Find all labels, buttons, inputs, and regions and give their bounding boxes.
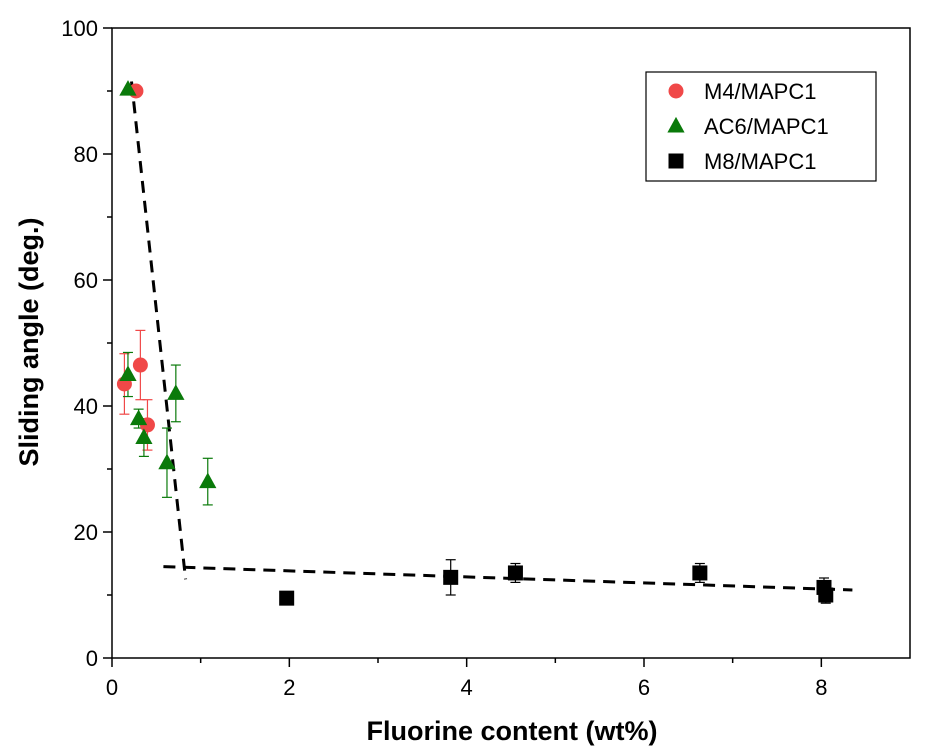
x-tick-label: 4 [461,675,473,700]
legend-entry-label: AC6/MAPC1 [704,114,829,139]
y-tick-label: 40 [74,394,98,419]
legend-marker-triangle [667,116,685,133]
y-tick-label: 100 [61,16,98,41]
legend-marker-circle [668,83,684,99]
y-tick-label: 20 [74,520,98,545]
data-point-triangle [119,365,137,381]
x-axis-title: Fluorine content (wt%) [367,716,658,746]
data-point-triangle [135,428,153,444]
x-tick-label: 2 [283,675,295,700]
dashed-trend-line [130,81,188,580]
x-tick-label: 6 [638,675,650,700]
data-point-square [692,565,708,581]
legend-entry-label: M8/MAPC1 [704,149,816,174]
x-tick-label: 8 [815,675,827,700]
data-point-triangle [158,453,176,470]
dashed-trend-line [163,565,853,592]
data-point-square [507,565,523,581]
data-point-triangle [199,472,217,489]
legend-box [645,71,877,182]
y-tick-label: 0 [86,646,98,671]
legend-marker-square [668,153,684,169]
data-markers [116,80,834,606]
data-point-square [443,569,459,585]
data-point-circle [132,357,148,373]
data-point-triangle [119,80,137,96]
data-point-triangle [167,384,185,400]
trend-lines [130,81,853,592]
legend-entry-label: M4/MAPC1 [704,79,816,104]
axis-ticks [103,27,823,667]
legend: M4/MAPC1 AC6/MAPC1 M8/MAPC1 [645,71,877,182]
data-point-square [818,587,834,603]
y-tick-label: 60 [74,268,98,293]
y-axis-title: Sliding angle (deg.) [14,218,44,467]
data-point-square [279,590,295,606]
y-tick-label: 80 [74,142,98,167]
data-point-triangle [130,409,148,426]
x-tick-label: 0 [106,675,118,700]
